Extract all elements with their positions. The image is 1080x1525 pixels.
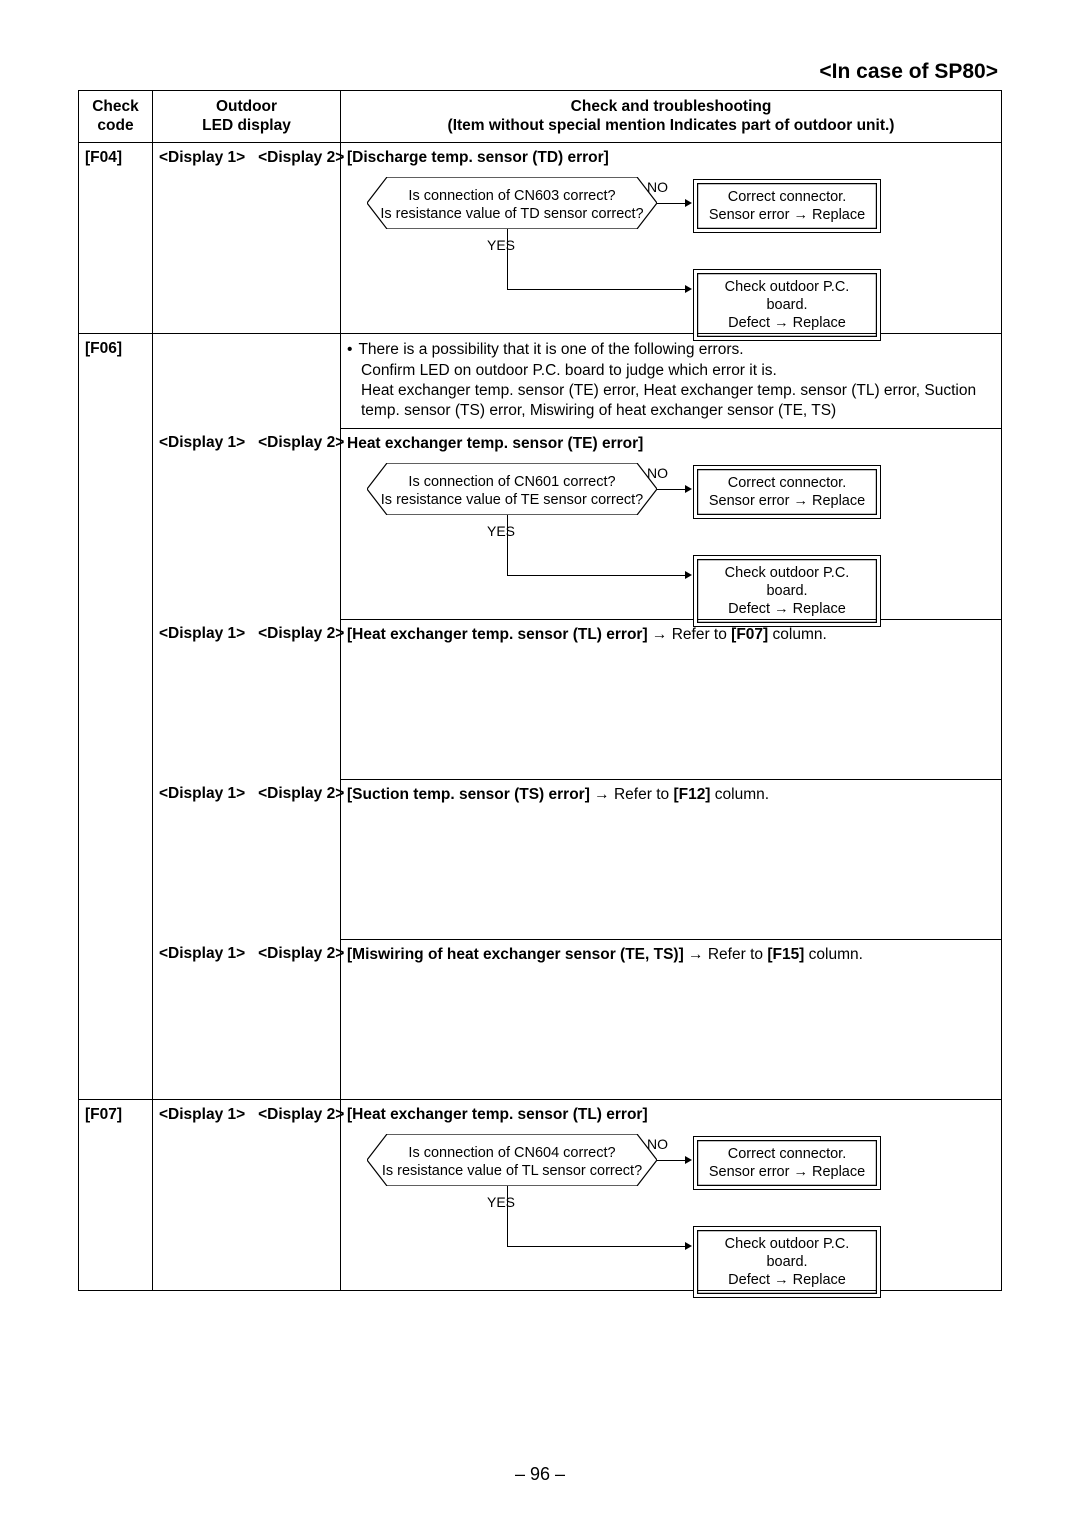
trb-f06-ts: [Suction temp. sensor (TS) error] → Refe… [341, 779, 1002, 939]
f07-heading: [Heat exchanger temp. sensor (TL) error] [347, 1106, 995, 1124]
f07-diagram: Is connection of CN604 correct? Is resis… [347, 1134, 995, 1284]
f06-te-box-correct: Correct connector.Sensor error → Replace [693, 465, 881, 519]
trb-f04: [Discharge temp. sensor (TD) error] Is c… [341, 142, 1002, 333]
f06-te-decision: Is connection of CN601 correct? Is resis… [367, 463, 657, 515]
f06-te-box-pcboard: Check outdoor P.C. board.Defect → Replac… [693, 555, 881, 627]
header-troubleshooting: Check and troubleshooting (Item without … [341, 91, 1002, 143]
f04-diagram: Is connection of CN603 correct? Is resis… [347, 177, 995, 327]
troubleshooting-table: Check code Outdoor LED display Check and… [78, 90, 1002, 1291]
page: <In case of SP80> Check code Outdoor LED… [0, 0, 1080, 1525]
code-f04: [F04] [79, 142, 153, 333]
page-number: – 96 – [0, 1464, 1080, 1485]
row-f06-mw: <Display 1> <Display 2> [Miswiring of he… [79, 939, 1002, 1099]
header-led-display: Outdoor LED display [153, 91, 341, 143]
row-f07: [F07] <Display 1> <Display 2> [Heat exch… [79, 1099, 1002, 1290]
trb-f06-tl: [Heat exchanger temp. sensor (TL) error]… [341, 619, 1002, 779]
page-title: <In case of SP80> [78, 60, 1002, 84]
disp-f06-blank [153, 333, 341, 428]
trb-f06-intro: •There is a possibility that it is one o… [341, 333, 1002, 428]
row-f06-tl: <Display 1> <Display 2> [Heat exchanger … [79, 619, 1002, 779]
disp-f06-mw: <Display 1> <Display 2> [153, 939, 341, 1099]
f04-box-pcboard: Check outdoor P.C. board.Defect → Replac… [693, 269, 881, 341]
row-f06-intro: [F06] •There is a possibility that it is… [79, 333, 1002, 428]
f04-heading: [Discharge temp. sensor (TD) error] [347, 149, 995, 167]
f07-decision: Is connection of CN604 correct? Is resis… [367, 1134, 657, 1186]
disp-f06-ts: <Display 1> <Display 2> [153, 779, 341, 939]
trb-f07: [Heat exchanger temp. sensor (TL) error]… [341, 1099, 1002, 1290]
f06-te-diagram: Is connection of CN601 correct? Is resis… [347, 463, 995, 613]
f04-box-correct: Correct connector.Sensor error → Replace [693, 179, 881, 233]
trb-f06-mw: [Miswiring of heat exchanger sensor (TE,… [341, 939, 1002, 1099]
trb-f06-te: Heat exchanger temp. sensor (TE) error] … [341, 428, 1002, 619]
f06-te-heading: Heat exchanger temp. sensor (TE) error] [347, 435, 995, 453]
f04-decision: Is connection of CN603 correct? Is resis… [367, 177, 657, 229]
code-f06: [F06] [79, 333, 153, 428]
row-f04: [F04] <Display 1> <Display 2> [Discharge… [79, 142, 1002, 333]
code-f07: [F07] [79, 1099, 153, 1290]
row-f06-te: <Display 1> <Display 2> Heat exchanger t… [79, 428, 1002, 619]
f07-box-pcboard: Check outdoor P.C. board.Defect → Replac… [693, 1226, 881, 1298]
f07-box-correct: Correct connector.Sensor error → Replace [693, 1136, 881, 1190]
header-check-code: Check code [79, 91, 153, 143]
row-f06-ts: <Display 1> <Display 2> [Suction temp. s… [79, 779, 1002, 939]
yes-label: YES [487, 237, 515, 253]
disp-f07: <Display 1> <Display 2> [153, 1099, 341, 1290]
disp-f06-te: <Display 1> <Display 2> [153, 428, 341, 619]
disp-f06-tl: <Display 1> <Display 2> [153, 619, 341, 779]
table-header-row: Check code Outdoor LED display Check and… [79, 91, 1002, 143]
disp-f04: <Display 1> <Display 2> [153, 142, 341, 333]
no-label: NO [647, 179, 668, 195]
